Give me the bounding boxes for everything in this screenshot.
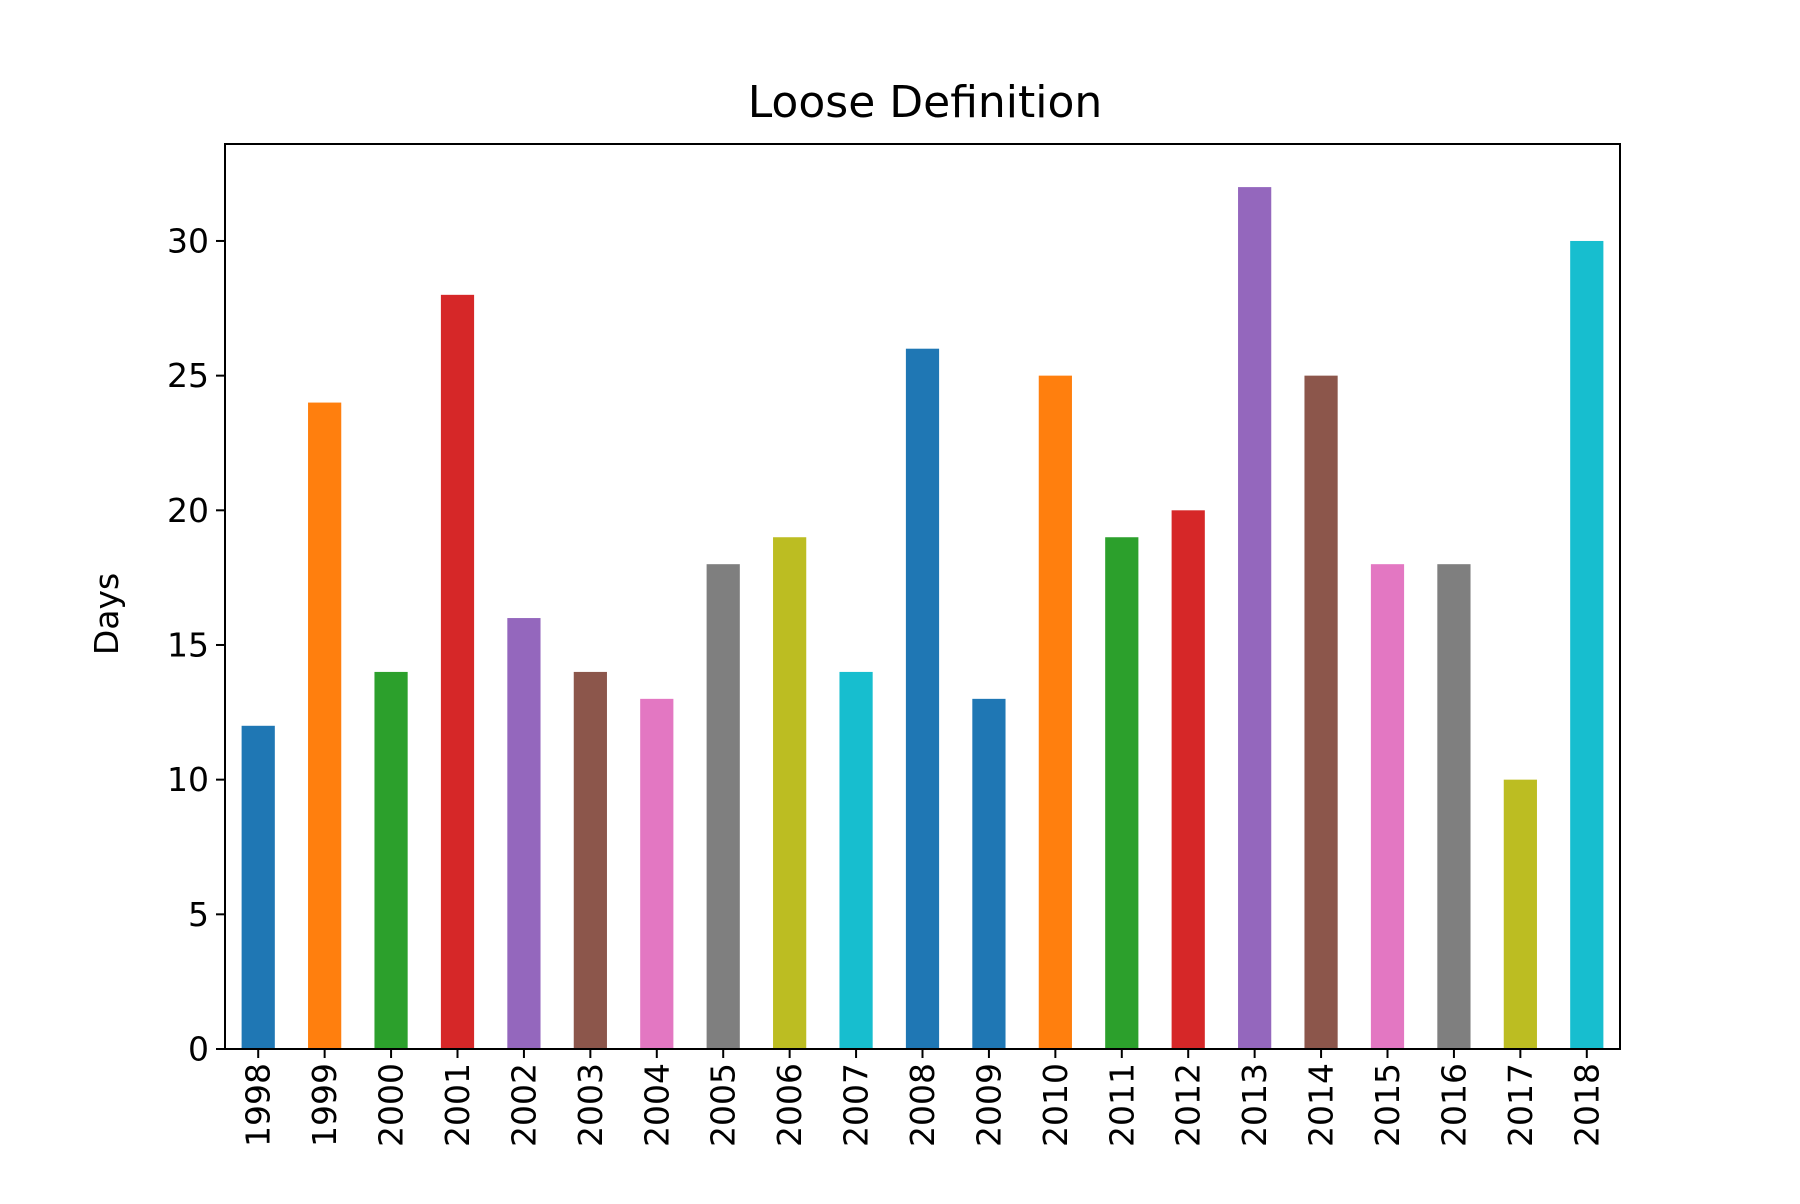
bar-2006 <box>773 537 807 1049</box>
plot-frame <box>224 143 1621 1050</box>
x-tick-label: 2006 <box>770 1063 809 1147</box>
x-tick-label: 2000 <box>372 1063 411 1147</box>
x-tick-label: 2003 <box>571 1063 610 1147</box>
x-tick-label: 2017 <box>1501 1063 1540 1147</box>
bar-2016 <box>1437 564 1471 1049</box>
bar-2011 <box>1105 537 1139 1049</box>
x-tick-label: 2004 <box>637 1063 676 1147</box>
bar-2003 <box>573 671 607 1049</box>
bar-2018 <box>1570 240 1604 1049</box>
y-tick-label: 30 <box>167 221 209 260</box>
bar-2004 <box>640 698 674 1049</box>
bar-2007 <box>839 671 873 1049</box>
x-tick-label: 2010 <box>1036 1063 1075 1147</box>
bar-2013 <box>1238 187 1272 1050</box>
bar-2008 <box>905 348 940 1049</box>
y-tick-label: 25 <box>167 356 209 395</box>
x-tick-label: 2013 <box>1235 1063 1274 1147</box>
bar-2015 <box>1370 564 1405 1049</box>
x-tick-label: 2014 <box>1302 1063 1341 1147</box>
bar-1999 <box>308 402 342 1049</box>
bar-2005 <box>706 564 740 1049</box>
y-tick-label: 10 <box>167 760 209 799</box>
bar-2009 <box>972 698 1006 1049</box>
x-tick-label: 2005 <box>704 1063 743 1147</box>
y-ticks-group: 0 5 10 15 20 25 30 <box>167 221 225 1069</box>
bar-2010 <box>1038 375 1072 1049</box>
x-tick-label: 2009 <box>969 1063 1008 1147</box>
bar-2002 <box>507 618 541 1049</box>
bar-2012 <box>1171 510 1205 1049</box>
y-axis-label: Days <box>87 573 126 655</box>
y-tick-label: 20 <box>167 491 209 530</box>
y-tick-label: 5 <box>188 895 209 934</box>
y-tick-label: 15 <box>167 625 209 664</box>
x-tick-label: 2016 <box>1434 1063 1473 1147</box>
x-tick-label: 2018 <box>1567 1063 1606 1147</box>
bar-1998 <box>241 725 275 1049</box>
bar-2000 <box>374 671 408 1049</box>
x-tick-label: 2015 <box>1368 1063 1407 1147</box>
x-tick-label: 2007 <box>837 1063 876 1147</box>
x-tick-label: 2011 <box>1102 1063 1141 1147</box>
bar-2001 <box>440 294 475 1050</box>
bars-group <box>241 187 1604 1050</box>
y-tick-label: 0 <box>188 1030 209 1069</box>
x-ticks-group: 1998 1999 2000 2001 2002 2003 2004 2005 2006 2007… <box>239 1049 1606 1147</box>
chart-title: Loose Definition <box>748 77 1103 128</box>
x-tick-label: 2008 <box>903 1063 942 1147</box>
bar-2014 <box>1304 375 1338 1049</box>
x-tick-label: 1999 <box>305 1063 344 1147</box>
x-tick-label: 2001 <box>438 1063 477 1147</box>
x-tick-label: 2002 <box>504 1063 543 1147</box>
x-tick-label: 1998 <box>239 1063 278 1147</box>
x-tick-label: 2012 <box>1169 1063 1208 1147</box>
bar-2017 <box>1503 779 1537 1049</box>
